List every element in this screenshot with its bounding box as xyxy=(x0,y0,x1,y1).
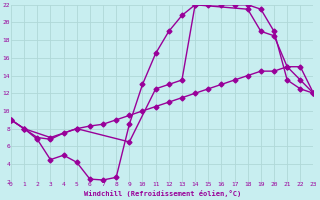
X-axis label: Windchill (Refroidissement éolien,°C): Windchill (Refroidissement éolien,°C) xyxy=(84,190,241,197)
